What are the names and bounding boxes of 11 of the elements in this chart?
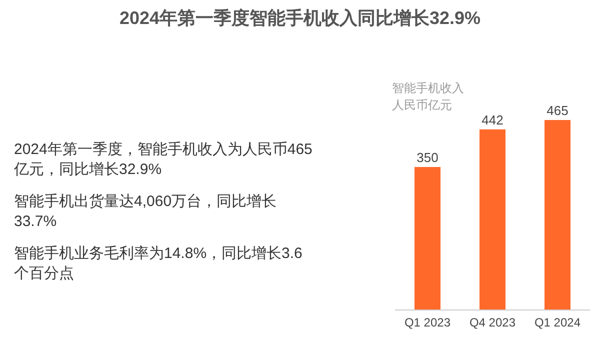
data-label: 465 [546, 103, 568, 118]
x-tick-label: Q1 2024 [534, 316, 581, 330]
data-label: 350 [416, 150, 438, 165]
x-tick-label: Q1 2023 [404, 316, 451, 330]
text: 智能手机业务毛利率为14.8%，同比增长3.6个百分点 [14, 244, 304, 284]
text: 2024年第一季度，智能手机收入为人民币465亿元，同比增长32.9% [14, 140, 314, 180]
text: 智能手机出货量达4,060万台，同比增长33.7% [14, 192, 278, 232]
chart-title: 2024年第一季度智能手机收入同比增长32.9% [118, 7, 482, 30]
x-tick-label: Q4 2023 [469, 316, 516, 330]
y-axis-title: 智能手机收入人民币亿元 [392, 80, 465, 114]
data-label: 442 [482, 112, 504, 128]
